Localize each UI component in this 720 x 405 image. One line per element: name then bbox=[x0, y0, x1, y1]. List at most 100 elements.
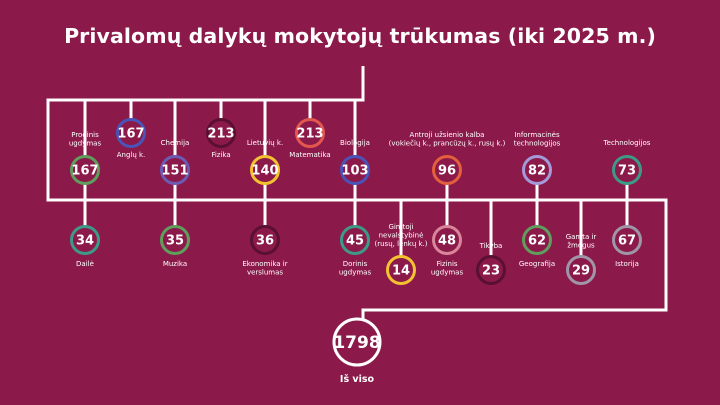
node-label-line: Muzika bbox=[163, 260, 187, 268]
node-label: Tikyba bbox=[479, 242, 503, 250]
node-value: 213 bbox=[207, 127, 234, 142]
node-label: Ekonomika ir verslumas bbox=[242, 260, 287, 277]
node-lietuviu: 140 Lietuvių k. bbox=[247, 139, 283, 185]
node-label-line: Dailė bbox=[76, 260, 94, 268]
node-matematika: 213 Matematika bbox=[289, 118, 331, 159]
node-muzika: 35 Muzika bbox=[160, 225, 190, 268]
node-circle bbox=[250, 155, 280, 185]
node-label-line: verslumas bbox=[247, 269, 283, 277]
node-biologija: 103 Biologija bbox=[340, 139, 370, 185]
node-geografija: 62 Geografija bbox=[519, 225, 555, 268]
node-value: 82 bbox=[528, 164, 546, 179]
page-title: Privalomų dalykų mokytojų trūkumas (iki … bbox=[64, 24, 656, 48]
node-value: 140 bbox=[251, 164, 278, 179]
node-label: Fizika bbox=[211, 151, 230, 159]
node-value: 35 bbox=[166, 234, 184, 249]
node-label-line: Dorinis bbox=[343, 260, 368, 268]
node-circle bbox=[386, 255, 416, 285]
node-technologijos: 73 Technologijos bbox=[603, 139, 651, 185]
node-label: Geografija bbox=[519, 260, 555, 268]
node-anglu: 167 Anglų k. bbox=[116, 118, 146, 159]
node-label-line: Matematika bbox=[289, 151, 330, 159]
node-label-line: Informacinės bbox=[514, 131, 560, 139]
node-circle bbox=[160, 225, 190, 255]
node-label-line: Ekonomika ir bbox=[242, 260, 287, 268]
node-label-line: Fizika bbox=[211, 151, 230, 159]
node-label-line: Technologijos bbox=[603, 139, 651, 147]
node-chemija: 151 Chemija bbox=[160, 139, 190, 185]
node-value: 62 bbox=[528, 234, 546, 249]
node-circle bbox=[295, 118, 325, 148]
node-dorinis: 45 Dorinis ugdymas bbox=[339, 225, 372, 277]
node-label-line: Gimtoji bbox=[388, 223, 413, 231]
node-fizika: 213 Fizika bbox=[206, 118, 236, 159]
node-value: 213 bbox=[296, 127, 323, 142]
node-antroji: 96 Antroji užsienio kalba (vokiečių k., pr… bbox=[389, 131, 506, 185]
node-value: 48 bbox=[438, 234, 456, 249]
node-label: Gimtoji nevalstybinė (rusų, lenkų k.) bbox=[375, 223, 428, 248]
node-label-line: ugdymas bbox=[69, 140, 102, 148]
node-circle bbox=[566, 255, 596, 285]
node-label-line: ugdymas bbox=[431, 269, 464, 277]
node-circle bbox=[250, 225, 280, 255]
node-label: Antroji užsienio kalba (vokiečių k., pran… bbox=[389, 131, 506, 148]
node-label: Prodinis ugdymas bbox=[69, 131, 102, 148]
node-label-line: Antroji užsienio kalba bbox=[410, 131, 485, 139]
node-value: 45 bbox=[346, 234, 364, 249]
node-label-line: Tikyba bbox=[479, 242, 503, 250]
node-value: 96 bbox=[438, 164, 456, 179]
node-label-line: (vokiečių k., prancūzų k., rusų k.) bbox=[389, 140, 506, 148]
node-pradinis: 167 Prodinis ugdymas bbox=[69, 131, 102, 185]
node-label-line: technologijos bbox=[514, 140, 561, 148]
node-circle bbox=[432, 155, 462, 185]
node-value: 167 bbox=[71, 164, 98, 179]
node-circle bbox=[116, 118, 146, 148]
connector-lines bbox=[46, 66, 668, 330]
node-daile: 34 Dailė bbox=[70, 225, 100, 268]
node-circle bbox=[522, 155, 552, 185]
node-label-line: nevalstybinė bbox=[379, 232, 424, 240]
node-tikyba: 23 Tikyba bbox=[476, 242, 506, 285]
node-label: Anglų k. bbox=[117, 151, 146, 159]
node-circle bbox=[432, 225, 462, 255]
node-value: 103 bbox=[341, 164, 368, 179]
node-label-line: Chemija bbox=[161, 139, 190, 147]
node-label-line: Fizinis bbox=[436, 260, 457, 268]
node-label-line: Istorija bbox=[615, 260, 639, 268]
node-value: 67 bbox=[618, 234, 636, 249]
node-circle bbox=[612, 155, 642, 185]
node-label: Chemija bbox=[161, 139, 190, 147]
node-label: Technologijos bbox=[603, 139, 651, 147]
node-label-line: (rusų, lenkų k.) bbox=[375, 240, 428, 248]
node-label: Gamta ir žmogus bbox=[566, 233, 597, 250]
node-circle bbox=[206, 118, 236, 148]
node-circle bbox=[70, 225, 100, 255]
node-label-line: ugdymas bbox=[339, 269, 372, 277]
total-node: 1798 Iš viso bbox=[332, 317, 382, 385]
node-value: 36 bbox=[256, 234, 274, 249]
node-value: 151 bbox=[161, 164, 188, 179]
node-label: Informacinės technologijos bbox=[514, 131, 561, 148]
node-circle bbox=[476, 255, 506, 285]
node-label: Matematika bbox=[289, 151, 330, 159]
node-label: Muzika bbox=[163, 260, 187, 268]
node-istorija: 67 Istorija bbox=[612, 225, 642, 268]
total-label: Iš viso bbox=[340, 374, 375, 385]
total-circle bbox=[332, 317, 382, 367]
node-fizinis: 48 Fizinis ugdymas bbox=[431, 225, 464, 277]
node-label-line: Biologija bbox=[340, 139, 370, 147]
node-label: Lietuvių k. bbox=[247, 139, 283, 147]
node-gimtoji: 14 Gimtoji nevalstybinė (rusų, lenkų k.) bbox=[375, 223, 428, 285]
node-label: Dailė bbox=[76, 260, 94, 268]
node-layer: 167 Prodinis ugdymas 167 Anglų k. 151 Chemija 2… bbox=[69, 118, 651, 285]
node-value: 29 bbox=[572, 264, 590, 279]
node-label-line: žmogus bbox=[567, 242, 595, 250]
connector-line-0 bbox=[46, 66, 668, 330]
node-label: Fizinis ugdymas bbox=[431, 260, 464, 277]
node-value: 73 bbox=[618, 164, 636, 179]
node-circle bbox=[160, 155, 190, 185]
total-value: 1798 bbox=[333, 333, 380, 353]
node-value: 167 bbox=[117, 127, 144, 142]
